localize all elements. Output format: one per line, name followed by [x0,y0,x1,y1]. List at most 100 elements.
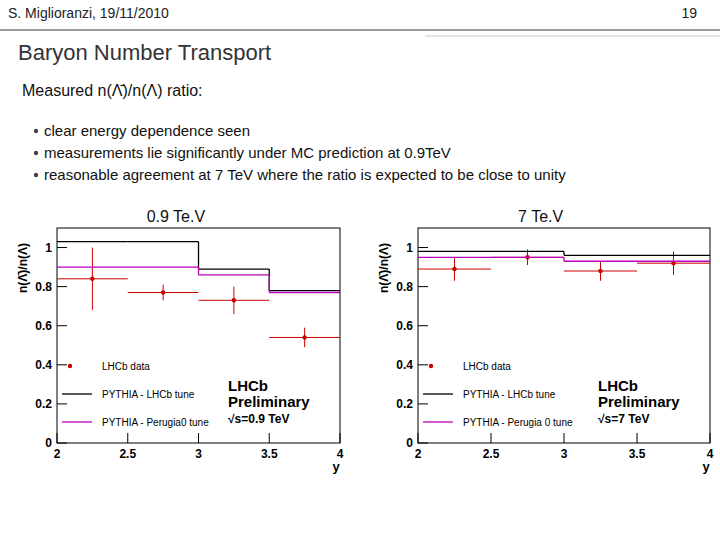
x-tick [127,433,128,443]
annotation: √s=0.9 TeV [228,412,289,426]
bullet-dot [34,129,38,133]
y-tick-label: 0.8 [35,280,52,294]
y-axis-label: n(Λ̄)/n(Λ) [377,243,391,293]
y-tick [57,247,67,248]
step-riser [269,275,270,293]
data-point [452,267,456,271]
step-segment [128,241,199,242]
y-tick [418,247,428,248]
y-tick-label: 0.8 [396,280,413,294]
legend-swatch [429,364,433,368]
y-tick-label: 0.4 [35,358,52,372]
x-tick-label: 2 [415,447,422,461]
y-tick [418,364,428,365]
data-point [90,277,94,281]
x-tick [340,433,341,443]
y-tick-label: 0 [45,436,52,450]
legend-label: PYTHIA - Perugia0 tune [102,417,209,428]
step-riser [198,267,199,275]
y-tick [57,325,67,326]
step-segment [269,290,340,291]
x-tick-label: 3.5 [261,447,278,461]
step-riser [563,257,564,261]
frame [418,228,710,443]
step-segment [564,255,637,256]
x-tick-label: 2.5 [119,447,136,461]
legend-swatch [62,421,92,422]
data-point [161,290,165,294]
x-tick [418,433,419,443]
step-segment [418,251,491,252]
y-tick [418,443,428,444]
x-tick [637,433,638,443]
x-tick-label: 2.5 [483,447,500,461]
y-axis-label: n(Λ̄)/n(Λ) [16,243,30,293]
y-tick-label: 1 [406,241,413,255]
step-segment [57,266,128,267]
step-segment [199,274,270,275]
header-rule [425,36,720,37]
subtitle: Measured n(Λ̄)/n(Λ) ratio: [22,82,203,99]
y-tick [57,403,67,404]
page-number: 19 [681,5,697,21]
chart-title: 7 Te.V [518,208,563,225]
x-axis-label: y [332,459,340,474]
data-point [232,298,236,302]
title: Baryon Number Transport [18,40,271,65]
step-segment [491,251,564,252]
annotation: √s=7 TeV [598,412,649,426]
slide: S. Miglioranzi, 19/11/2010 19 Baryon Numbe… [0,0,720,540]
legend-label: PYTHIA - LHCb tune [463,389,556,400]
legend-swatch [62,393,92,394]
y-tick-label: 0 [406,436,413,450]
x-tick-label: 3.5 [629,447,646,461]
x-tick [710,433,711,443]
step-segment [128,266,199,267]
x-axis-label: y [702,459,710,474]
y-tick-label: 0.2 [35,397,52,411]
y-tick [418,403,428,404]
step-segment [269,292,340,293]
y-tick [418,325,428,326]
background [0,0,720,540]
frame [57,228,340,443]
y-tick [57,443,67,444]
step-segment [418,257,491,258]
annotation: LHCb [598,377,638,394]
x-tick [57,433,58,443]
legend-label: LHCb data [102,361,150,372]
x-tick [198,433,199,443]
bullet-dot [34,151,38,155]
step-riser [198,242,199,269]
annotation: Preliminary [228,393,310,410]
legend-swatch [423,393,453,394]
step-segment [637,261,710,262]
header: S. Miglioranzi, 19/11/2010 [8,5,169,21]
x-error-bar [491,257,564,258]
x-tick-label: 3 [561,447,568,461]
marks [57,242,340,348]
y-tick-label: 0.4 [396,358,413,372]
annotation: Preliminary [598,393,680,410]
step-segment [491,257,564,258]
chart: 7 Te.V00.20.40.60.8122.533.54yn(Λ̄)/n(Λ)… [377,208,714,474]
step-riser [563,251,564,255]
bullet: reasonable agreement at 7 TeV where the … [44,166,566,183]
marks [418,250,710,281]
y-tick-label: 0.2 [396,397,413,411]
step-segment [637,255,710,256]
legend-label: LHCb data [463,361,511,372]
y-tick-label: 0.6 [396,319,413,333]
legend-label: PYTHIA - Perugia 0 tune [463,417,573,428]
x-tick [269,433,270,443]
chart: 0.9 Te.V00.20.40.60.8122.533.54yn(Λ̄)/n(… [16,208,344,474]
header-rule [0,29,720,31]
x-tick-label: 3 [195,447,202,461]
bullet-dot [34,173,38,177]
bullet: measurements lie significantly under MC … [44,144,451,161]
legend-swatch [423,421,453,422]
y-tick-label: 0.6 [35,319,52,333]
legend-swatch [68,364,72,368]
y-tick [57,286,67,287]
y-tick [57,364,67,365]
